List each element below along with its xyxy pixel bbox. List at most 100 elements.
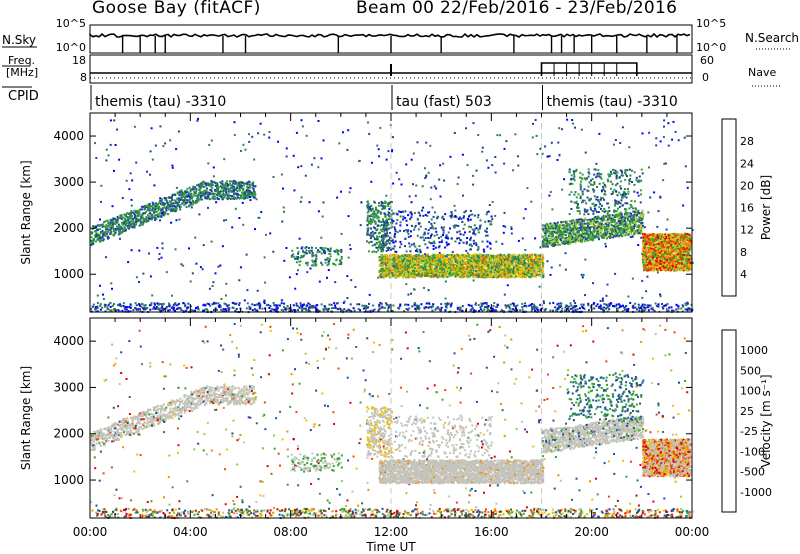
power-cell [444,309,447,312]
power-cell [503,211,506,214]
power-cell [224,308,227,311]
power-cell [191,272,194,275]
power-cell [450,302,453,305]
power-cell [151,307,154,310]
power-cell [201,198,204,201]
power-cell [283,306,285,309]
power-cell [246,187,249,190]
power-cell [280,299,283,302]
nsearch-tick-bottom: 10^0 [696,41,726,54]
power-cell [506,305,508,307]
power-cell [198,192,201,195]
power-cell [135,217,138,220]
power-cell [654,302,657,305]
power-cell [194,236,197,239]
power-cell [486,310,489,313]
power-cell [614,139,617,141]
power-cell [277,140,279,143]
power-cell [132,309,135,312]
power-cell [524,208,527,211]
power-cell [380,262,383,265]
power-cell [107,154,110,157]
power-cell [357,307,360,310]
power-cell [407,258,410,261]
power-cell [229,194,232,197]
power-cell [125,213,128,216]
power-cell [105,227,108,230]
power-cell [508,306,511,309]
power-cell [292,154,295,157]
power-cell [254,228,256,231]
power-cell [201,183,204,186]
power-cell [337,250,340,253]
power-cell [285,247,288,249]
power-cell [167,205,170,208]
power-cell [481,254,484,257]
power-cell [161,305,164,308]
power-cell [143,204,146,207]
power-cell [323,305,326,308]
power-cell [604,242,607,245]
power-cell [104,234,107,237]
power-cell [180,193,182,196]
power-cell [472,174,474,177]
power-cell [302,307,305,310]
power-cell [117,223,120,226]
power-cell [276,307,279,309]
power-cell [386,257,389,260]
power-cell [372,215,375,218]
power-cell [598,307,601,309]
power-cell [215,302,218,305]
power-cell [231,184,234,187]
power-cell [546,260,549,263]
power-cell [423,306,426,309]
power-cell [493,302,496,304]
power-cell [173,210,176,213]
power-cell [672,309,675,312]
power-cell [154,303,156,306]
power-cell [308,252,311,254]
power-cell [377,210,380,213]
power-cell [548,194,551,197]
power-cell [162,210,165,213]
power-cell [504,225,507,228]
power-cell [481,256,484,259]
power-cell [118,304,121,307]
power-cell [501,260,504,263]
power-cell [237,181,240,184]
power-cell [340,248,343,251]
power-cell [651,307,654,309]
power-cell [174,205,177,208]
power-cell [222,185,225,188]
power-cell [120,305,122,308]
power-cell [272,176,275,178]
power-cell [133,212,136,215]
power-cell [686,302,689,305]
power-cell [250,192,253,194]
power-cell [535,134,538,137]
power-cell [409,267,412,270]
power-cell [216,183,219,186]
power-cell [531,307,534,310]
power-cell [439,195,442,198]
power-cell [284,308,287,311]
power-cell [252,189,255,192]
power-cell [246,189,249,192]
power-cell [199,194,202,197]
power-cell [539,303,542,306]
power-cell [219,185,222,188]
power-cell [404,253,407,256]
power-cell [171,199,174,201]
power-cell [628,146,631,149]
power-cell [118,216,121,219]
power-cell [390,226,393,228]
power-cell [150,209,153,212]
power-cell [188,205,191,208]
power-cell [148,205,151,208]
power-cell [372,233,374,236]
power-cell [112,308,115,311]
power-cell [161,242,164,245]
power-cell [157,213,160,216]
power-cell [572,122,575,125]
power-cell [521,306,524,309]
